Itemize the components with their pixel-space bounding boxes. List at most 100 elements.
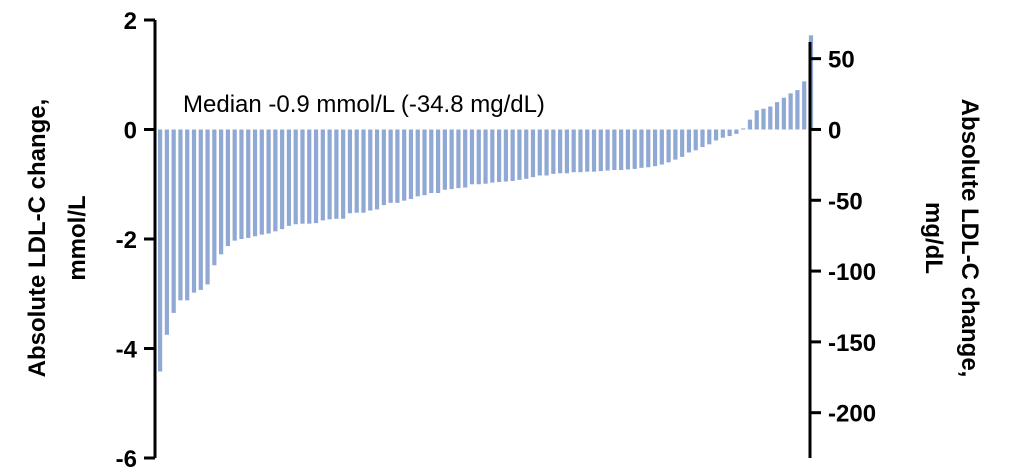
- bar: [307, 129, 312, 224]
- bar: [286, 129, 292, 226]
- left-axis-tick-label: 2: [124, 8, 137, 35]
- bar: [422, 129, 427, 196]
- bar: [652, 129, 658, 167]
- bar: [347, 129, 353, 214]
- bar: [408, 129, 414, 200]
- bar: [381, 129, 386, 206]
- bar: [212, 129, 217, 266]
- bar: [463, 129, 468, 188]
- median-annotation: Median -0.9 mmol/L (-34.8 mg/dL): [183, 91, 545, 118]
- bar: [774, 102, 780, 130]
- bar: [537, 129, 542, 176]
- bar: [449, 129, 454, 190]
- bar: [280, 129, 285, 230]
- right-axis-tick-label: -100: [828, 259, 876, 286]
- bar: [707, 129, 712, 145]
- bar: [219, 129, 224, 255]
- bar: [415, 129, 420, 197]
- bar: [761, 108, 766, 130]
- bar: [666, 129, 671, 163]
- bar: [476, 129, 481, 185]
- bar: [564, 129, 569, 174]
- bar: [558, 129, 563, 174]
- bar: [259, 129, 264, 235]
- bar: [680, 129, 685, 157]
- bar: [619, 129, 624, 171]
- bar: [246, 129, 251, 238]
- bar: [768, 106, 773, 130]
- bar: [368, 129, 373, 211]
- bar: [646, 129, 651, 168]
- bar: [781, 97, 786, 130]
- bar: [164, 129, 169, 335]
- bar: [720, 129, 725, 138]
- bar: [171, 129, 176, 313]
- bars-layer: [158, 35, 814, 372]
- bar: [483, 129, 488, 184]
- right-axis-tick-label: -150: [828, 330, 876, 357]
- bar: [239, 129, 244, 239]
- bar: [571, 129, 576, 173]
- left-axis-title-line1: Absolute LDL-C change,: [24, 99, 51, 378]
- bar: [591, 129, 597, 172]
- bar: [388, 129, 393, 203]
- bar: [747, 119, 753, 130]
- right-axis-tick-label: -50: [828, 188, 863, 215]
- bar: [185, 129, 190, 301]
- bar: [659, 129, 664, 165]
- left-axis-tick-label: -6: [116, 446, 137, 472]
- bar: [361, 129, 366, 213]
- bar: [700, 129, 705, 148]
- right-axis-tick-label: -200: [828, 401, 876, 428]
- left-axis-tick-label: -2: [116, 227, 137, 254]
- bar: [524, 129, 529, 179]
- bar: [673, 129, 678, 160]
- bar: [625, 129, 631, 170]
- bar: [503, 129, 508, 182]
- bar: [510, 129, 515, 181]
- bar: [320, 129, 325, 221]
- bar: [374, 129, 380, 210]
- left-axis-tick-label: -4: [116, 337, 138, 364]
- left-axis-title-line2: mmol/L: [64, 195, 91, 280]
- bar: [266, 129, 271, 234]
- bar: [435, 129, 441, 194]
- right-axis-title-line1: Absolute LDL-C change,: [956, 99, 983, 378]
- bar: [713, 129, 719, 141]
- bar: [341, 129, 346, 219]
- bar: [327, 129, 332, 220]
- bar: [442, 129, 447, 190]
- left-axis-tick-label: 0: [124, 118, 137, 145]
- bar: [300, 129, 305, 224]
- bar: [741, 128, 746, 130]
- bar: [252, 129, 258, 237]
- bar: [456, 129, 461, 189]
- bar: [612, 129, 617, 171]
- bar: [598, 129, 603, 172]
- bar: [734, 129, 739, 134]
- bar: [490, 129, 495, 183]
- bar: [402, 129, 407, 201]
- right-axis-tick-label: 0: [828, 117, 841, 144]
- bar: [395, 129, 400, 203]
- bar: [639, 129, 644, 168]
- bar: [517, 129, 522, 180]
- bar: [497, 129, 502, 183]
- bar: [334, 129, 339, 219]
- bar: [605, 129, 610, 171]
- bar: [198, 129, 203, 290]
- bar: [544, 129, 549, 176]
- right-axis-title-line2: mg/dL: [920, 202, 947, 274]
- bar: [191, 129, 197, 293]
- bar: [693, 129, 698, 151]
- bar: [225, 129, 230, 247]
- bar: [469, 129, 475, 185]
- bar: [158, 129, 163, 372]
- bar: [754, 110, 759, 130]
- bar: [788, 93, 793, 130]
- bar: [686, 129, 692, 153]
- bar: [273, 129, 278, 232]
- bar: [727, 129, 732, 137]
- bar: [578, 129, 583, 173]
